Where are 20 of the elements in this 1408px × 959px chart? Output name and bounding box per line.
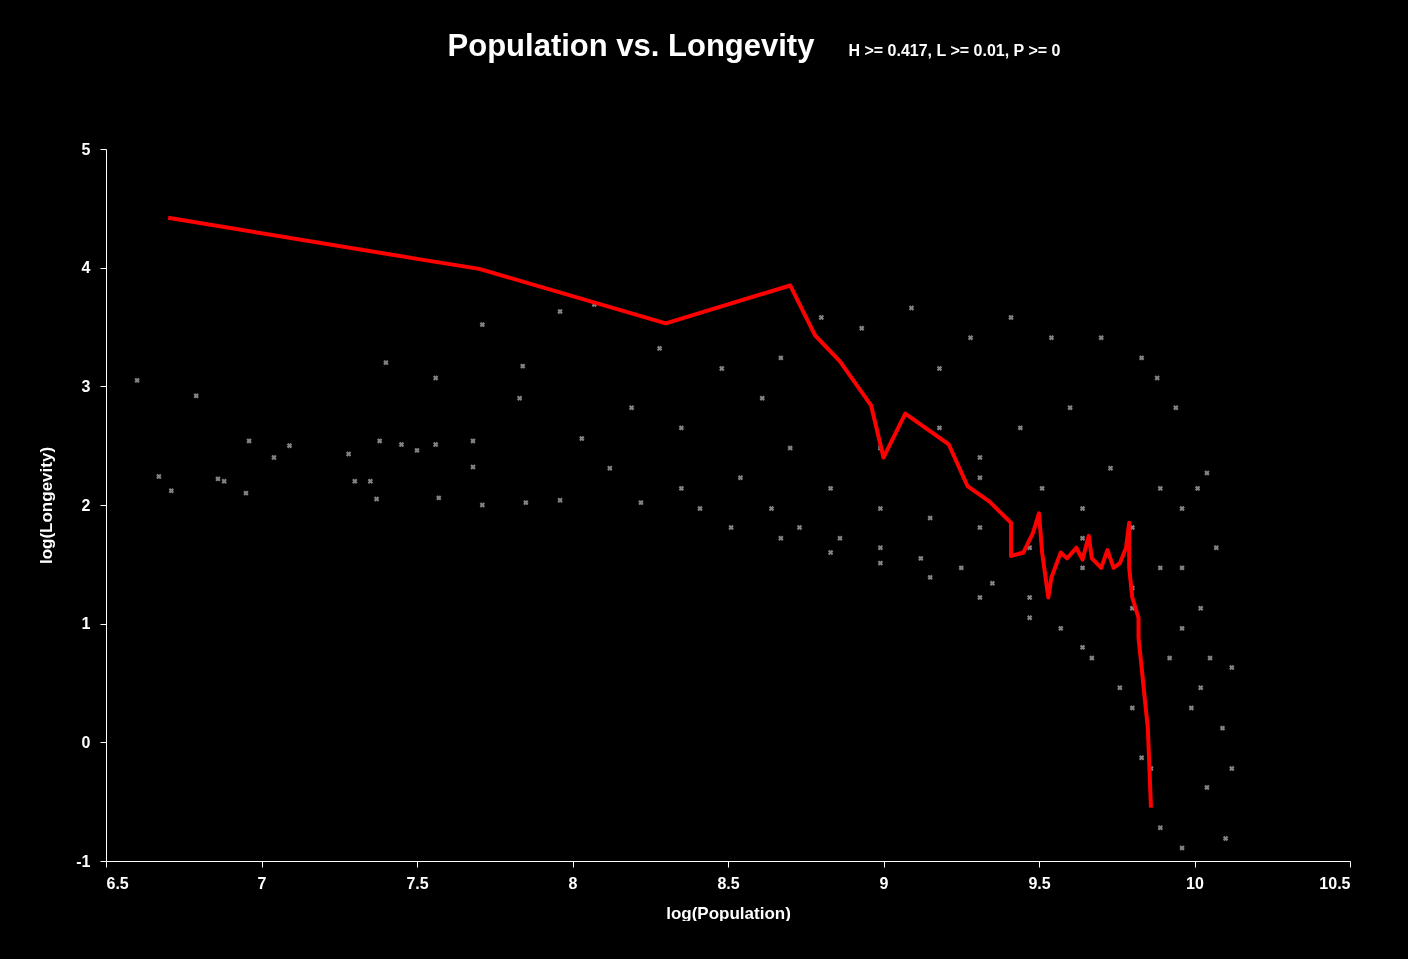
x-tick-label: 9 xyxy=(879,874,889,892)
x-tick-label: 8.5 xyxy=(717,874,740,892)
line-series xyxy=(166,215,1153,810)
y-tick-label: -1 xyxy=(76,852,91,870)
x-tick-label: 7 xyxy=(257,874,267,892)
y-tick-label: 4 xyxy=(81,259,91,277)
x-tick-label: 9.5 xyxy=(1028,874,1051,892)
y-tick-label: 2 xyxy=(81,496,91,514)
y-tick-label: 1 xyxy=(81,615,91,633)
y-tick-label: 5 xyxy=(81,140,91,158)
chart-title: Population vs. Longevity xyxy=(447,28,815,64)
y-tick-label: 3 xyxy=(81,377,91,395)
y-tick-label: 0 xyxy=(81,733,91,751)
x-tick-label: 7.5 xyxy=(406,874,429,892)
x-tick-label: 10 xyxy=(1186,874,1204,892)
x-tick-label: 8 xyxy=(568,874,578,892)
x-tick-label: 10.5 xyxy=(1319,874,1351,892)
x-tick-label: 6.5 xyxy=(106,874,129,892)
y-axis-title: log(Longevity) xyxy=(37,446,57,565)
chart-subtitle: H >= 0.417, L >= 0.01, P >= 0 xyxy=(848,42,1061,60)
